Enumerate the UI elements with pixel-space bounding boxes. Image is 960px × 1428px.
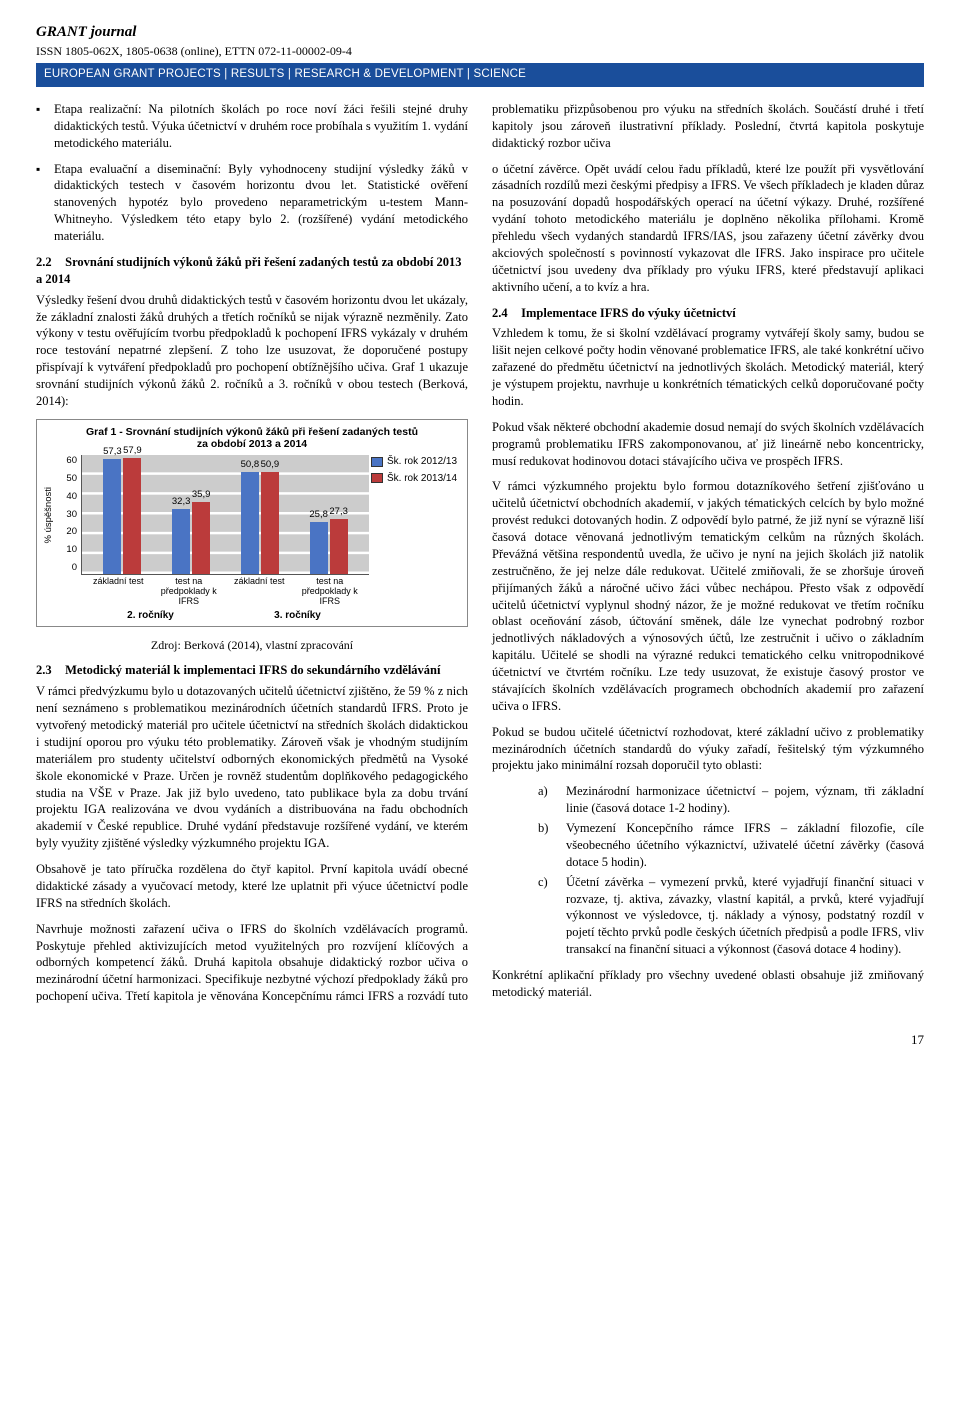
section-title: Metodický materiál k implementaci IFRS d… xyxy=(65,663,440,677)
section-number: 2.2 xyxy=(36,254,62,271)
legend-swatch xyxy=(371,473,383,483)
list-marker: b) xyxy=(538,820,558,871)
bar-group: 57,357,9 xyxy=(103,458,141,574)
section-title: Implementace IFRS do výuky účetnictví xyxy=(521,306,736,320)
section-heading-2-4: 2.4 Implementace IFRS do výuky účetnictv… xyxy=(492,305,924,322)
bar-group: 50,850,9 xyxy=(241,472,279,574)
chart-grade-labels: 2. ročníky3. ročníky xyxy=(77,609,371,623)
chart-y-ticks: 0102030405060 xyxy=(61,455,79,575)
paragraph: V rámci předvýzkumu bylo u dotazovaných … xyxy=(36,683,468,852)
legend-item: Šk. rok 2012/13 xyxy=(371,455,461,469)
bar-value-label: 35,9 xyxy=(192,489,211,502)
paragraph: o účetní závěrce. Opět uvádí celou řadu … xyxy=(492,161,924,296)
bullet-text: Etapa realizační: Na pilotních školách p… xyxy=(54,101,468,152)
bar: 25,8 xyxy=(310,522,328,574)
bar: 50,8 xyxy=(241,472,259,574)
list-item: c) Účetní závěrka – vymezení prvků, kter… xyxy=(538,874,924,958)
paragraph: Vzhledem k tomu, že si školní vzdělávací… xyxy=(492,325,924,409)
bar-group: 32,335,9 xyxy=(172,502,210,574)
paragraph: V rámci výzkumného projektu bylo formou … xyxy=(492,478,924,714)
chart-legend: Šk. rok 2012/13 Šk. rok 2013/14 xyxy=(371,455,461,575)
grade-group-label: 2. ročníky xyxy=(77,609,224,623)
chart-caption: Zdroj: Berková (2014), vlastní zpracován… xyxy=(36,637,468,653)
list-text: Vymezení Koncepčního rámce IFRS – základ… xyxy=(566,820,924,871)
list-text: Účetní závěrka – vymezení prvků, které v… xyxy=(566,874,924,958)
bar: 35,9 xyxy=(192,502,210,574)
chart-x-labels: základní test test na předpoklady k IFRS z… xyxy=(77,575,371,607)
list-item: b) Vymezení Koncepčního rámce IFRS – zák… xyxy=(538,820,924,871)
bar-value-label: 50,9 xyxy=(261,459,280,472)
grade-group-label: 3. ročníky xyxy=(224,609,371,623)
bar: 32,3 xyxy=(172,509,190,574)
section-banner: EUROPEAN GRANT PROJECTS | RESULTS | RESE… xyxy=(36,63,924,87)
bullet-text: Etapa evaluační a diseminační: Byly vyho… xyxy=(54,161,468,245)
legend-item: Šk. rok 2013/14 xyxy=(371,472,461,486)
list-marker: a) xyxy=(538,783,558,817)
ordered-list: a) Mezinárodní harmonizace účetnictví – … xyxy=(492,783,924,958)
paragraph: Konkrétní aplikační příklady pro všechny… xyxy=(492,967,924,1001)
bar-value-label: 50,8 xyxy=(241,459,260,472)
bar-value-label: 57,3 xyxy=(103,446,122,459)
journal-title: GRANT journal xyxy=(36,22,924,42)
bar: 27,3 xyxy=(330,519,348,574)
two-column-body: ▪ Etapa realizační: Na pilotních školách… xyxy=(36,101,924,1007)
paragraph: Pokud však některé obchodní akademie dos… xyxy=(492,419,924,470)
bar-group: 25,827,3 xyxy=(310,519,348,574)
bar-value-label: 57,9 xyxy=(123,445,142,458)
bullet-item: ▪ Etapa realizační: Na pilotních školách… xyxy=(36,101,468,152)
bullet-item: ▪ Etapa evaluační a diseminační: Byly vy… xyxy=(36,161,468,245)
x-tick-label: základní test xyxy=(228,577,290,607)
list-text: Mezinárodní harmonizace účetnictví – poj… xyxy=(566,783,924,817)
bullet-icon: ▪ xyxy=(36,101,50,152)
section-number: 2.4 xyxy=(492,305,518,322)
paragraph: Výsledky řešení dvou druhů didaktických … xyxy=(36,292,468,410)
x-tick-label: základní test xyxy=(87,577,149,607)
bar-value-label: 32,3 xyxy=(172,496,191,509)
paragraph: Obsahově je tato příručka rozdělena do č… xyxy=(36,861,468,912)
legend-swatch xyxy=(371,457,383,467)
bullet-icon: ▪ xyxy=(36,161,50,245)
section-number: 2.3 xyxy=(36,662,62,679)
section-title: Srovnání studijních výkonů žáků při řeše… xyxy=(36,255,462,286)
x-tick-label: test na předpoklady k IFRS xyxy=(299,577,361,607)
chart-plot-area: 57,357,9 32,335,9 50,850,9 25,827,3 xyxy=(81,455,369,575)
legend-label: Šk. rok 2012/13 xyxy=(387,455,457,469)
bar: 57,3 xyxy=(103,459,121,574)
bar-value-label: 25,8 xyxy=(309,509,328,522)
x-tick-label: test na předpoklady k IFRS xyxy=(158,577,220,607)
bar-value-label: 27,3 xyxy=(329,506,348,519)
legend-label: Šk. rok 2013/14 xyxy=(387,472,457,486)
bar: 50,9 xyxy=(261,472,279,574)
list-item: a) Mezinárodní harmonizace účetnictví – … xyxy=(538,783,924,817)
section-heading-2-2: 2.2 Srovnání studijních výkonů žáků při … xyxy=(36,254,468,288)
chart-y-axis-label: % úspěšnosti xyxy=(43,487,59,544)
list-marker: c) xyxy=(538,874,558,958)
section-heading-2-3: 2.3 Metodický materiál k implementaci IF… xyxy=(36,662,468,679)
chart-graf-1: Graf 1 - Srovnání studijních výkonů žáků… xyxy=(36,419,468,627)
page-number: 17 xyxy=(36,1031,924,1049)
bar: 57,9 xyxy=(123,458,141,574)
issn-line: ISSN 1805-062X, 1805-0638 (online), ETTN… xyxy=(36,43,924,59)
paragraph: Pokud se budou učitelé účetnictví rozhod… xyxy=(492,724,924,775)
